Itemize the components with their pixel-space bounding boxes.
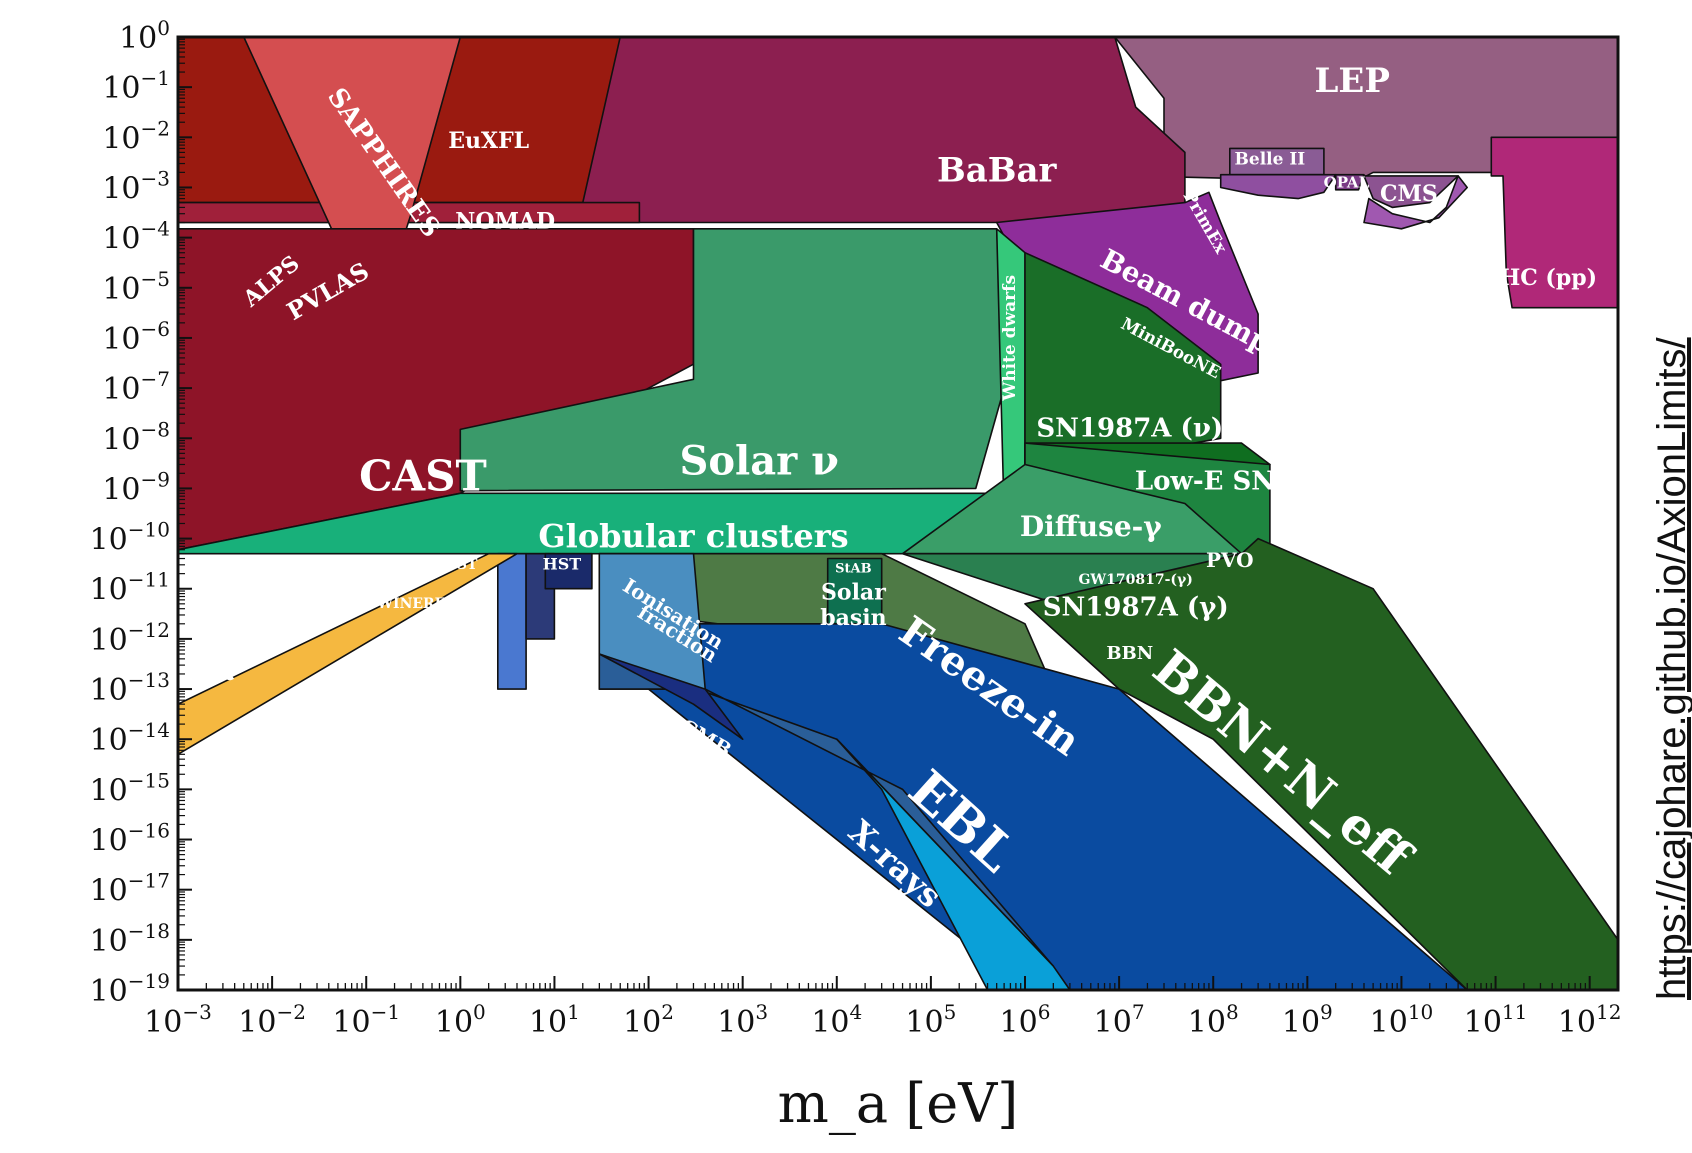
region-x-rays: [835, 738, 1071, 990]
x-tick-label: 101: [529, 1000, 580, 1040]
label-solar: Solar: [821, 580, 886, 606]
label-globular-clusters: Globular clusters: [538, 517, 848, 555]
region-miniboone: [1024, 251, 1222, 475]
label-hst: HST: [543, 554, 582, 573]
label-vimos: VIMOS: [523, 649, 547, 729]
label-nomad: NOMAD: [455, 209, 555, 235]
y-tick-label: 10−7: [102, 367, 170, 407]
y-tick-label: 10−2: [102, 116, 170, 156]
label-belle-ii: Belle II: [1235, 150, 1306, 170]
source-url[interactable]: https://cajohare.github.io/AxionLimits/: [1650, 337, 1692, 1000]
label-bbn: BBN: [1106, 643, 1153, 664]
label-gw170817: GW170817: [1312, 518, 1417, 538]
label-babar: BaBar: [937, 150, 1058, 190]
region-hst: [544, 552, 593, 590]
y-tick-label: 10−1: [102, 66, 170, 106]
y-tick-label: 10−6: [102, 317, 170, 357]
label-winered: WINERED: [376, 596, 457, 612]
label-sn1987a: SN1987A (γ): [1043, 593, 1229, 623]
plot-frame: [176, 35, 1620, 992]
label-euxfl: EuXFL: [448, 128, 529, 154]
exclusion-regions: [178, 37, 1618, 990]
label-white-dwarfs: White dwarfs: [1000, 275, 1020, 402]
label-besiii: BESIII: [1223, 195, 1294, 217]
x-axis-label: m_a [eV]: [778, 1072, 1019, 1135]
label-stab: StAB: [835, 561, 871, 576]
label-opal: OPAL: [1324, 174, 1370, 192]
x-tick-label: 106: [1000, 1000, 1051, 1040]
x-tick-label: 1010: [1370, 1000, 1434, 1040]
y-tick-label: 10−17: [90, 869, 170, 909]
y-tick-label: 10−11: [90, 568, 170, 608]
region-cms: [1363, 175, 1459, 209]
y-tick-label: 10−14: [90, 718, 170, 758]
x-tick-label: 107: [1094, 1000, 1145, 1040]
label-solar: Solar ν: [679, 438, 838, 485]
label-jwst: JWST: [433, 557, 478, 573]
x-tick-label: 102: [623, 1000, 674, 1040]
x-tick-label: 10−3: [144, 1000, 212, 1040]
y-tick-label: 10−9: [102, 467, 170, 507]
label-sn1987a: SN1987A (ν): [1036, 413, 1223, 443]
label-cast: CAST: [359, 452, 487, 501]
y-tick-label: 10−19: [90, 969, 170, 1009]
y-tick-label: 100: [119, 16, 170, 56]
y-tick-label: 10−18: [90, 919, 170, 959]
x-tick-label: 10−1: [332, 1000, 400, 1040]
label-low-e-sne: Low-E SNe: [1135, 467, 1292, 497]
label-pvo: PVO: [1206, 548, 1254, 572]
label-basin: basin: [820, 605, 886, 631]
label-leo-t: Leo T: [645, 752, 710, 807]
label-muse: MUSE: [475, 670, 499, 739]
x-axis-ticks: 10−3 10−2 10−1 100 101 102 103 104 105 106 107 108 1…: [144, 976, 1621, 1040]
region-qcd-axion: [178, 552, 518, 756]
y-axis-ticks: 100 10−1 10−2 10−3 10−4 10−5 10−6 10−7 10−8 10−9 1…: [90, 16, 192, 1009]
label-atlas: ATLAS: [1377, 235, 1459, 261]
x-tick-label: 109: [1282, 1000, 1333, 1040]
label-gw170817: GW170817-(γ): [1078, 572, 1192, 588]
y-tick-label: 10−10: [90, 518, 170, 558]
y-tick-label: 10−15: [90, 768, 170, 808]
y-tick-label: 10−13: [90, 668, 170, 708]
x-tick-label: 1011: [1464, 1000, 1528, 1040]
label-: γ: [573, 598, 585, 619]
x-tick-label: 1012: [1558, 1000, 1622, 1040]
x-tick-label: 108: [1188, 1000, 1239, 1040]
label-diffuse: Diffuse-γ: [1020, 510, 1162, 543]
x-tick-label: 104: [811, 1000, 862, 1040]
y-tick-label: 10−16: [90, 819, 170, 859]
y-tick-label: 10−12: [90, 618, 170, 658]
y-tick-label: 10−5: [102, 267, 170, 307]
y-tick-label: 10−3: [102, 166, 170, 206]
x-tick-label: 105: [905, 1000, 956, 1040]
x-tick-label: 100: [435, 1000, 486, 1040]
region-lhc-pp: [1490, 136, 1618, 309]
region-leo-t: [598, 653, 744, 741]
y-tick-label: 10−4: [102, 217, 170, 257]
x-tick-label: 103: [717, 1000, 768, 1040]
region-muse: [496, 552, 527, 690]
y-tick-label: 10−8: [102, 417, 170, 457]
region-bbn-n-eff: [1024, 537, 1618, 990]
label-lep: LEP: [1315, 61, 1390, 101]
label-cms: CMS: [1380, 181, 1438, 207]
x-tick-label: 10−2: [238, 1000, 306, 1040]
label-lhc-pp: LHC (pp): [1484, 265, 1597, 291]
region-opal: [1334, 173, 1365, 191]
region-atlas: [1363, 175, 1468, 230]
